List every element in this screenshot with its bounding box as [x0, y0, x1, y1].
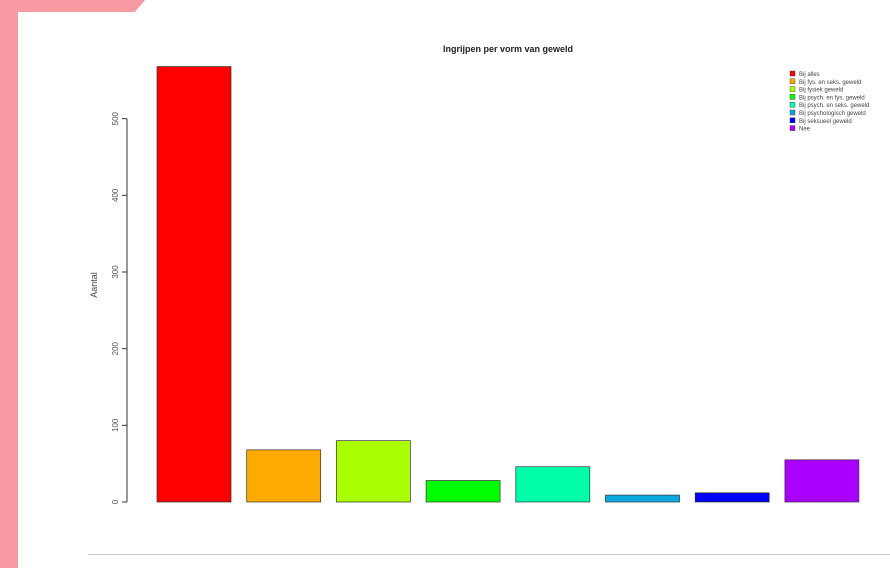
y-axis: 0 100 200 300 400 500	[111, 111, 128, 504]
bar-2	[246, 449, 322, 503]
legend-swatch	[789, 109, 796, 116]
bar-1	[156, 66, 232, 503]
bar-7	[694, 492, 770, 503]
legend-label: Nee	[799, 127, 811, 133]
y-tick-label: 400	[111, 188, 120, 202]
chart-title: Ingrijpen per vorm van geweld	[443, 44, 573, 54]
legend-label: Bij psych. en fys. geweld	[799, 95, 865, 101]
bar-4	[425, 480, 501, 503]
decorative-left-bar	[0, 0, 18, 568]
legend-label: Bij alles	[799, 72, 820, 78]
y-tick-label: 100	[111, 418, 120, 432]
bar-8	[784, 459, 860, 503]
legend-label: Bij seksueel geweld	[799, 119, 852, 125]
legend-label: Bij psychologisch geweld	[799, 111, 866, 117]
legend-label: Bij fys. en seks. geweld	[799, 80, 861, 86]
legend-swatch	[789, 101, 796, 108]
legend-label: Bij fysiek geweld	[799, 88, 843, 94]
y-tick-label: 300	[111, 265, 120, 279]
legend: Bij alles Bij fys. en seks. geweld Bij fys…	[789, 70, 869, 133]
bar-3	[336, 440, 411, 503]
y-axis-title: Aantal	[89, 272, 99, 298]
legend-swatch	[789, 78, 796, 85]
y-tick-label: 200	[111, 341, 120, 355]
bar-5	[515, 466, 591, 503]
bar-6	[605, 494, 680, 503]
y-tick-label: 500	[111, 111, 120, 125]
legend-swatch	[789, 117, 796, 124]
decorative-top-bar	[0, 0, 145, 12]
bars-group	[156, 66, 860, 503]
legend-swatch	[789, 70, 796, 77]
legend-swatch	[789, 125, 796, 131]
divider	[88, 554, 890, 555]
legend-swatch	[789, 94, 796, 100]
y-tick-label: 0	[111, 499, 120, 504]
legend-swatch	[789, 86, 796, 92]
legend-label: Bij psych. en seks. geweld	[799, 103, 869, 109]
